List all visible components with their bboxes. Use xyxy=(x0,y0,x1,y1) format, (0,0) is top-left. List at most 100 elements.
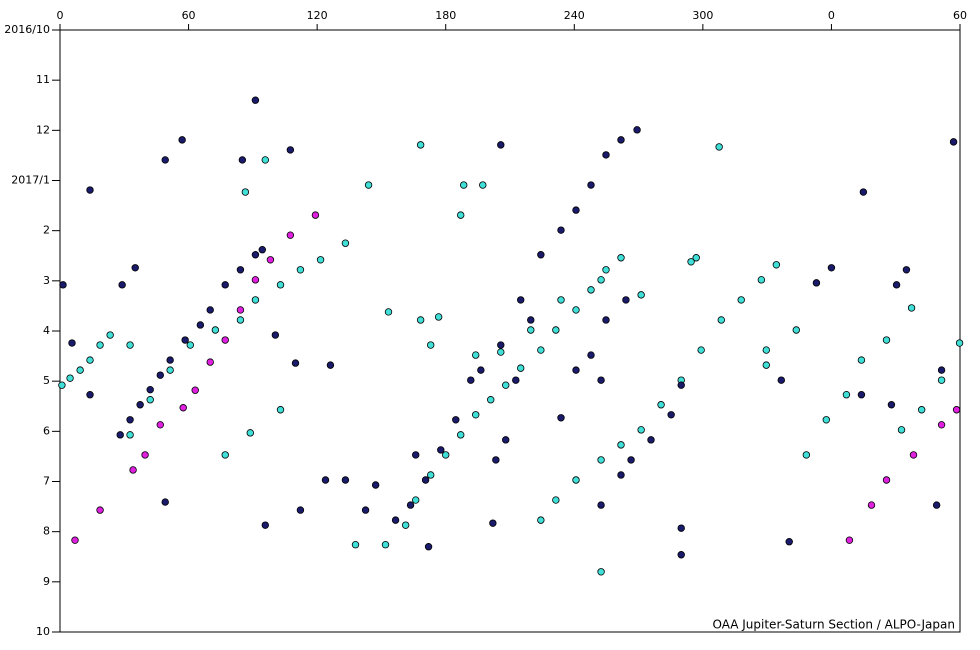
data-point xyxy=(251,96,260,104)
data-point xyxy=(416,316,425,324)
data-point xyxy=(241,188,250,196)
data-point xyxy=(677,551,685,559)
x-tick-label: 0 xyxy=(828,9,835,22)
data-point xyxy=(206,358,214,366)
data-point xyxy=(497,341,505,349)
data-point xyxy=(251,251,260,259)
data-point xyxy=(777,376,785,384)
data-point xyxy=(537,251,545,259)
data-point xyxy=(602,316,610,324)
y-tick-label: 7 xyxy=(43,475,50,488)
data-point xyxy=(859,188,868,196)
data-point xyxy=(907,304,916,312)
data-point xyxy=(238,156,247,164)
data-point xyxy=(371,481,380,489)
data-point xyxy=(472,411,480,419)
data-point xyxy=(492,456,500,464)
data-point xyxy=(497,141,505,149)
data-point xyxy=(602,151,610,159)
data-point xyxy=(427,471,435,479)
data-point xyxy=(772,261,781,269)
data-point xyxy=(802,451,811,459)
data-point xyxy=(391,516,400,524)
data-point xyxy=(286,231,295,239)
data-point xyxy=(116,431,124,439)
data-point xyxy=(909,451,918,459)
data-point xyxy=(266,256,275,264)
data-point xyxy=(406,501,415,509)
x-tick-label: 60 xyxy=(182,9,196,22)
data-point xyxy=(412,496,420,504)
data-point xyxy=(602,266,610,274)
data-point xyxy=(657,401,665,409)
data-point xyxy=(597,501,605,509)
y-tick-label: 9 xyxy=(43,575,50,588)
data-point xyxy=(667,411,675,419)
data-point xyxy=(96,506,104,514)
data-point xyxy=(497,348,505,356)
data-point xyxy=(897,426,906,434)
y-tick-label: 6 xyxy=(43,424,50,437)
y-tick-label: 3 xyxy=(43,274,50,287)
data-point xyxy=(812,279,821,287)
data-point xyxy=(917,406,926,414)
data-point xyxy=(321,476,330,484)
data-point xyxy=(316,256,325,264)
data-point xyxy=(527,316,535,324)
data-point xyxy=(622,296,630,304)
data-point xyxy=(326,361,335,369)
data-point xyxy=(887,401,896,409)
data-point xyxy=(161,498,169,506)
data-point xyxy=(587,286,595,294)
data-point xyxy=(597,276,605,284)
data-point xyxy=(286,146,295,154)
data-point xyxy=(537,346,545,354)
data-point xyxy=(68,339,76,347)
data-point xyxy=(867,501,876,509)
x-tick-label: 60 xyxy=(953,9,967,22)
y-tick-label: 11 xyxy=(36,73,50,86)
data-point xyxy=(421,476,430,484)
data-point xyxy=(178,136,186,144)
data-point xyxy=(258,246,266,254)
data-point xyxy=(687,258,695,266)
data-point xyxy=(364,181,373,189)
data-point xyxy=(166,366,174,374)
data-point xyxy=(792,326,800,334)
data-point xyxy=(206,306,214,314)
data-point xyxy=(221,281,229,289)
data-point xyxy=(457,211,465,219)
data-point xyxy=(952,406,961,414)
data-point xyxy=(937,421,946,429)
data-point xyxy=(86,391,94,399)
data-point xyxy=(437,446,445,454)
y-tick-label: 2017/1 xyxy=(11,174,50,187)
data-point xyxy=(572,366,580,374)
data-point xyxy=(401,521,410,529)
data-point xyxy=(276,281,285,289)
data-point xyxy=(762,361,770,369)
data-point xyxy=(785,538,793,546)
plot-frame xyxy=(59,29,961,633)
data-point xyxy=(136,401,144,409)
data-point xyxy=(166,356,174,364)
data-point xyxy=(502,436,510,444)
data-point xyxy=(59,281,67,289)
data-point xyxy=(617,254,625,262)
data-point xyxy=(161,156,169,164)
data-point xyxy=(587,181,595,189)
data-point xyxy=(196,321,205,329)
data-point xyxy=(487,396,495,404)
data-point xyxy=(467,376,475,384)
data-point xyxy=(126,416,134,424)
data-point xyxy=(647,436,655,444)
data-point xyxy=(179,404,187,412)
data-point xyxy=(246,429,254,437)
data-point xyxy=(949,138,958,146)
y-tick-label: 8 xyxy=(43,525,50,538)
data-point xyxy=(261,521,269,529)
data-point xyxy=(617,136,625,144)
data-point xyxy=(457,431,465,439)
data-point xyxy=(106,331,114,339)
data-point xyxy=(434,313,443,321)
